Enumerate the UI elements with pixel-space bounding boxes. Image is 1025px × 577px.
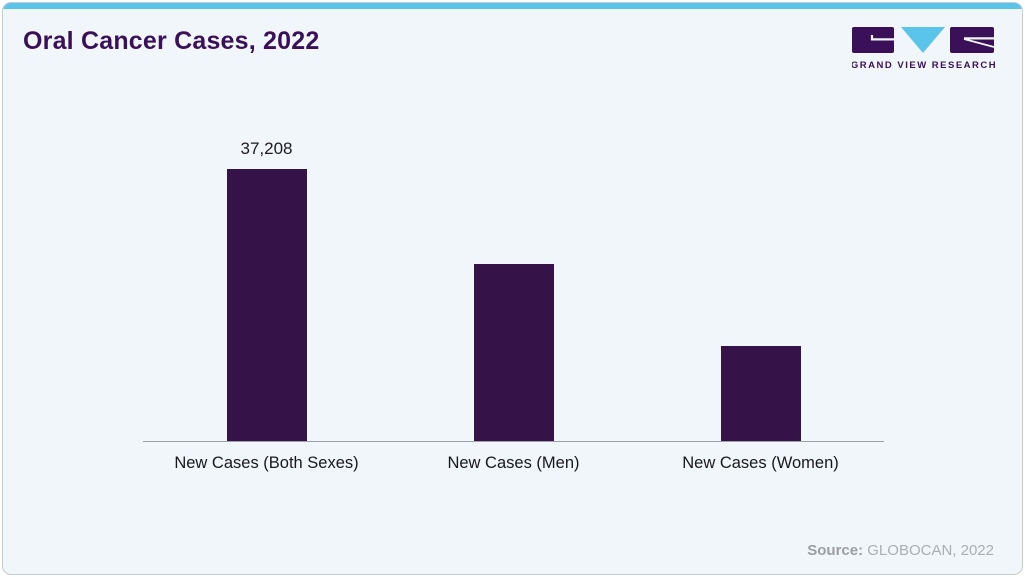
bar-value-label: 37,208 — [240, 139, 293, 158]
x-axis-line — [143, 441, 884, 442]
bar — [226, 169, 307, 442]
bar-slot — [390, 129, 637, 442]
x-axis-category-labels: New Cases (Both Sexes) New Cases (Men) New… — [143, 454, 884, 473]
gvr-logo-r-mark — [950, 27, 995, 53]
bar — [720, 346, 801, 442]
source-value: GLOBOCAN, 2022 — [867, 542, 994, 559]
category-label: New Cases (Both Sexes) — [174, 454, 359, 472]
category-label: New Cases (Men) — [447, 454, 580, 472]
chart-title: Oral Cancer Cases, 2022 — [23, 27, 320, 55]
bar-slot — [637, 129, 884, 442]
gvr-logo-v-mark — [901, 27, 945, 53]
bar — [473, 264, 554, 442]
gvr-logo-text: GRAND VIEW RESEARCH — [852, 60, 996, 71]
category-label: New Cases (Women) — [682, 454, 839, 472]
top-accent-bar — [3, 3, 1022, 9]
source-label: Source: — [807, 542, 864, 559]
bar-slot: 37,208 — [143, 129, 390, 442]
grand-view-research-logo: GRAND VIEW RESEARCH — [852, 27, 996, 71]
source-attribution: Source: GLOBOCAN, 2022 — [807, 542, 994, 559]
gvr-logo-g-mark — [852, 27, 894, 53]
bar-chart-plot-area: 37,208 — [143, 129, 884, 442]
